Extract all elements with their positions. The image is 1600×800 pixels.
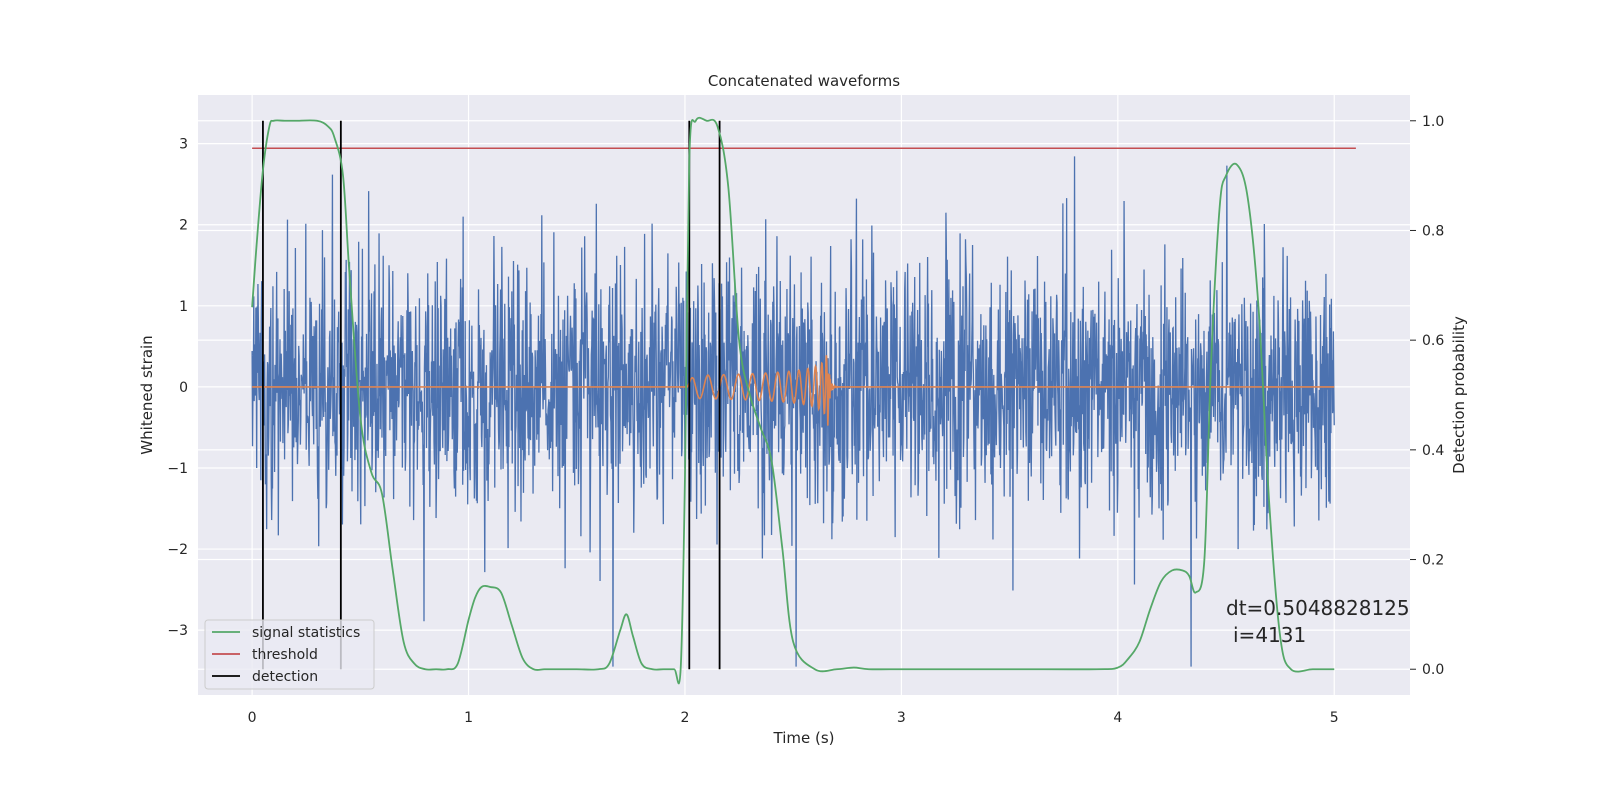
y-tick-label: −3 — [167, 623, 188, 639]
y2-axis-ticks: 0.0 0.2 0.4 0.6 0.8 1.0 — [1410, 114, 1444, 678]
y2-tick-label: 0.0 — [1422, 662, 1444, 678]
template-trace — [252, 355, 1335, 426]
series-template-chirp — [252, 355, 1335, 426]
y2-axis-label: Detection probability — [1450, 316, 1468, 474]
x-axis-label: Time (s) — [773, 729, 835, 747]
y2-tick-label: 0.2 — [1422, 553, 1444, 569]
y-axis-label: Whitened strain — [138, 335, 156, 454]
legend-label-signal-statistics: signal statistics — [252, 625, 360, 641]
y2-tick-label: 0.6 — [1422, 333, 1444, 349]
y-axis-ticks: −3 −2 −1 0 1 2 3 — [167, 137, 188, 639]
series-signal-statistics — [251, 116, 1335, 685]
x-tick-label: 1 — [464, 710, 473, 726]
y-tick-label: −1 — [167, 461, 188, 477]
legend-label-detection: detection — [252, 669, 318, 685]
x-tick-label: 0 — [248, 710, 257, 726]
annotation-index: i=4131 — [1233, 623, 1306, 647]
series-whitened-strain — [251, 156, 1335, 667]
y-tick-label: 1 — [179, 299, 188, 315]
chart-title: Concatenated waveforms — [708, 72, 900, 90]
x-tick-label: 4 — [1113, 710, 1122, 726]
y-tick-label: 3 — [179, 137, 188, 153]
legend: signal statistics threshold detection — [204, 619, 375, 690]
y2-tick-label: 0.8 — [1422, 223, 1444, 239]
x-tick-label: 5 — [1330, 710, 1339, 726]
legend-label-threshold: threshold — [252, 647, 318, 663]
annotation-dt: dt=0.5048828125 — [1226, 596, 1410, 620]
x-tick-label: 2 — [681, 710, 690, 726]
y2-tick-label: 0.4 — [1422, 443, 1444, 459]
y-tick-label: 2 — [179, 218, 188, 234]
y-tick-label: −2 — [167, 542, 188, 558]
y-tick-label: 0 — [179, 380, 188, 396]
legend-frame — [204, 619, 375, 690]
y2-tick-label: 1.0 — [1422, 114, 1444, 130]
x-axis-ticks: 0 1 2 3 4 5 — [248, 710, 1339, 726]
strain-trace — [251, 156, 1335, 667]
signal-statistics-curve — [251, 116, 1335, 685]
x-tick-label: 3 — [897, 710, 906, 726]
